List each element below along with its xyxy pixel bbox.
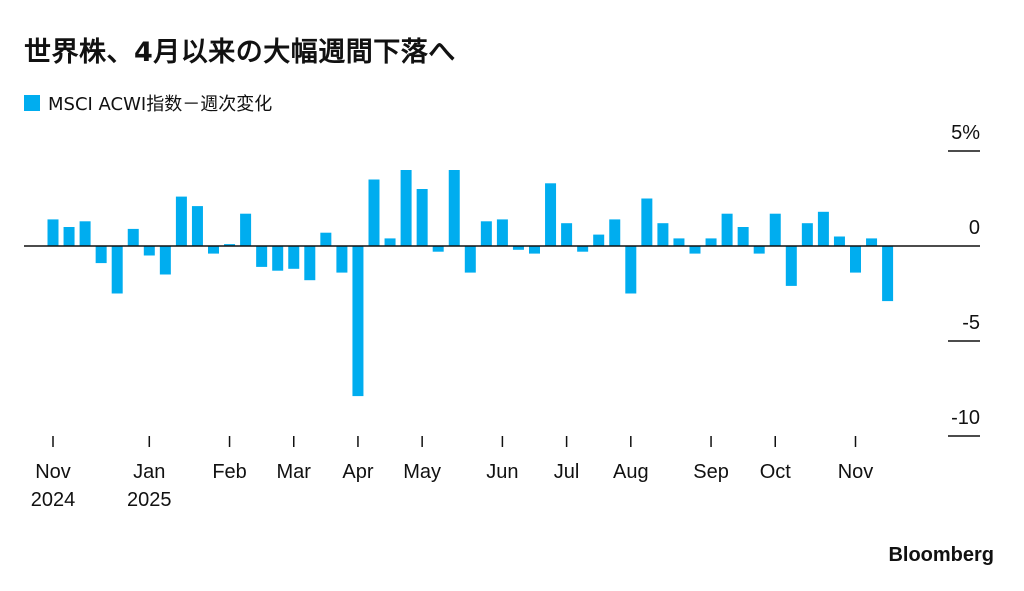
- y-tick-label: 5%: [951, 122, 980, 144]
- bar: [208, 246, 219, 254]
- bar: [63, 227, 75, 246]
- bar: [721, 213, 733, 246]
- bar: [288, 246, 300, 269]
- bar: [657, 223, 669, 246]
- bar: [801, 223, 813, 246]
- bar: [785, 246, 797, 286]
- bar: [705, 238, 717, 246]
- bar: [127, 228, 139, 246]
- bar: [817, 211, 829, 246]
- bar: [641, 198, 653, 246]
- x-tick-year-label: 2024: [31, 489, 76, 511]
- legend-swatch: [24, 95, 40, 111]
- bar: [320, 232, 332, 246]
- bar: [529, 246, 540, 254]
- x-tick-label: May: [403, 461, 441, 483]
- bar: [256, 246, 268, 267]
- bar: [882, 246, 894, 302]
- bar: [175, 196, 187, 246]
- bar: [159, 246, 171, 275]
- bar: [689, 246, 701, 254]
- bar: [224, 244, 236, 246]
- bar: [240, 213, 252, 246]
- x-tick-label: Oct: [760, 461, 792, 483]
- bar: [512, 246, 524, 250]
- bar: [336, 246, 348, 273]
- bar: [737, 227, 749, 246]
- bars-group: [47, 170, 894, 397]
- bar: [577, 246, 589, 252]
- x-tick-label: Apr: [342, 461, 373, 483]
- y-tick-label: -10: [951, 407, 980, 429]
- bar: [384, 238, 396, 246]
- bar: [464, 246, 476, 273]
- bar: [769, 213, 781, 246]
- bar: [191, 206, 203, 246]
- bar: [400, 170, 412, 246]
- bar: [496, 219, 508, 246]
- bar: [673, 238, 685, 246]
- bar: [753, 246, 765, 254]
- bar: [111, 246, 123, 294]
- x-tick-label: Nov: [35, 461, 71, 483]
- x-tick-label: Mar: [277, 461, 312, 483]
- x-tick-label: Sep: [693, 461, 729, 483]
- bar: [561, 223, 573, 246]
- bar: [850, 246, 861, 273]
- bar: [609, 219, 621, 246]
- bar: [143, 246, 155, 256]
- bar: [448, 170, 460, 246]
- bar: [368, 179, 380, 246]
- bar: [625, 246, 637, 294]
- bar: [79, 221, 91, 246]
- y-tick-label: 0: [969, 217, 980, 239]
- legend-label: MSCI ACWI指数－週次変化: [48, 94, 273, 115]
- bar: [833, 236, 845, 246]
- x-tick-label: Jun: [486, 461, 518, 483]
- x-tick-label: Feb: [212, 461, 246, 483]
- bar: [545, 183, 557, 246]
- chart-legend: MSCI ACWI指数－週次変化: [24, 90, 272, 116]
- bar: [593, 234, 605, 246]
- bar: [47, 219, 59, 246]
- y-axis: 5% 0 -5 -10: [24, 122, 980, 437]
- x-tick-year-label: 2025: [127, 489, 172, 511]
- bar: [352, 246, 364, 397]
- bar: [432, 246, 444, 252]
- x-tick-label: Jul: [554, 461, 580, 483]
- x-tick-label: Aug: [613, 461, 649, 483]
- bar: [272, 246, 284, 271]
- bar: [416, 189, 428, 246]
- bar: [95, 246, 107, 264]
- y-tick-label: -5: [962, 312, 980, 334]
- x-axis: Nov 2024 Jan 2025 Feb Mar Apr May Jun Jul Aug Sep Oc…: [31, 436, 874, 511]
- chart-title: 世界株、4月以来の大幅週間下落へ: [24, 37, 456, 68]
- bar: [480, 221, 492, 246]
- x-tick-label: Nov: [838, 461, 874, 483]
- x-tick-label: Jan: [133, 461, 165, 483]
- bar: [866, 238, 878, 246]
- bar: [304, 246, 316, 281]
- bloomberg-logo: Bloomberg: [888, 544, 994, 566]
